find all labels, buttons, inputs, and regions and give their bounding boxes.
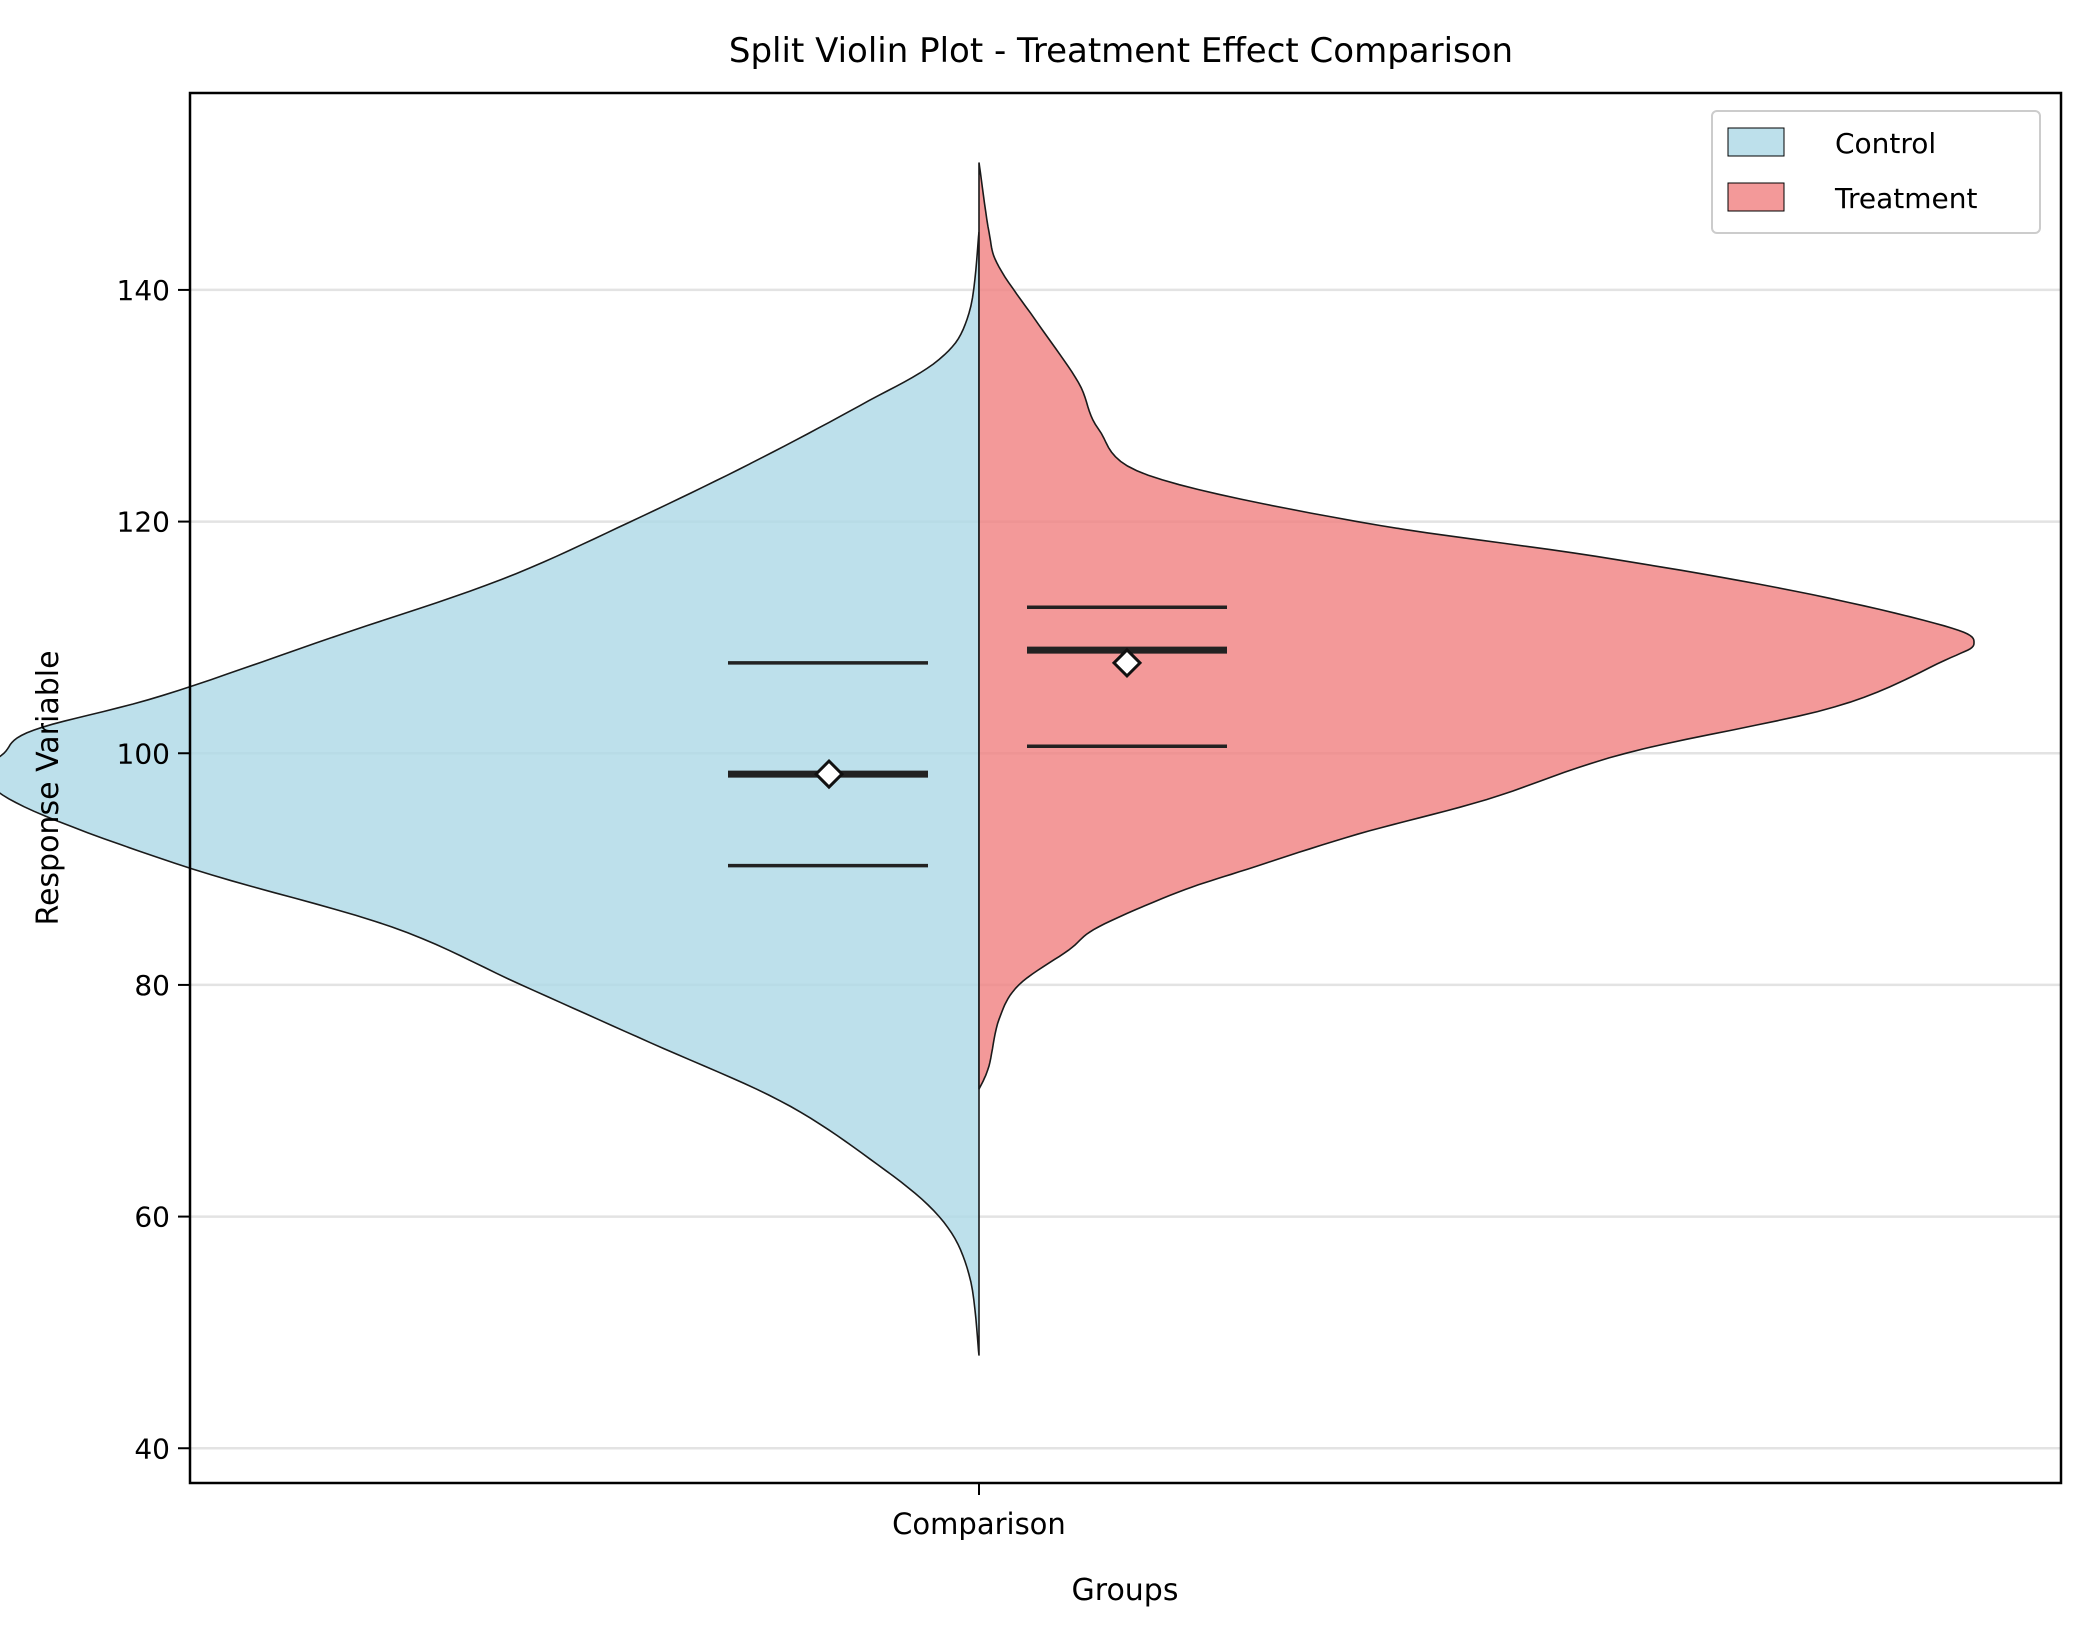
y-tick-label-40: 40	[134, 1432, 170, 1465]
y-axis-label: Response Variable	[31, 650, 66, 925]
y-tick-label-120: 120	[117, 506, 170, 539]
y-tick-label-100: 100	[117, 737, 170, 770]
plot-frame	[188, 91, 2063, 1485]
y-tick-label-140: 140	[117, 274, 170, 307]
legend-label-treatment: Treatment	[1834, 182, 1977, 215]
y-tick-label-60: 60	[134, 1201, 170, 1234]
legend-frame	[1711, 110, 2041, 234]
statistic-markers	[728, 605, 1227, 868]
treatment-mean-marker	[1111, 647, 1143, 679]
chart-title: Split Violin Plot - Treatment Effect Com…	[729, 31, 1513, 71]
legend-label-control: Control	[1835, 127, 1936, 160]
legend-swatch-treatment	[1727, 182, 1785, 212]
x-tick-label-comparison: Comparison	[892, 1507, 1066, 1541]
x-axis-label: Groups	[1072, 1573, 1179, 1608]
violin-group	[0, 162, 1975, 1356]
control-mean-marker	[813, 758, 845, 790]
violin-half-control	[0, 231, 980, 1356]
y-axis-ticks: 40 60 80 100 120 140	[117, 274, 190, 1465]
x-axis-ticks: Comparison	[892, 1483, 1066, 1541]
legend-swatch-control	[1727, 127, 1785, 157]
violin-half-treatment	[978, 162, 1975, 1090]
legend: Control Treatment	[1711, 110, 2041, 234]
y-tick-label-80: 80	[134, 969, 170, 1002]
